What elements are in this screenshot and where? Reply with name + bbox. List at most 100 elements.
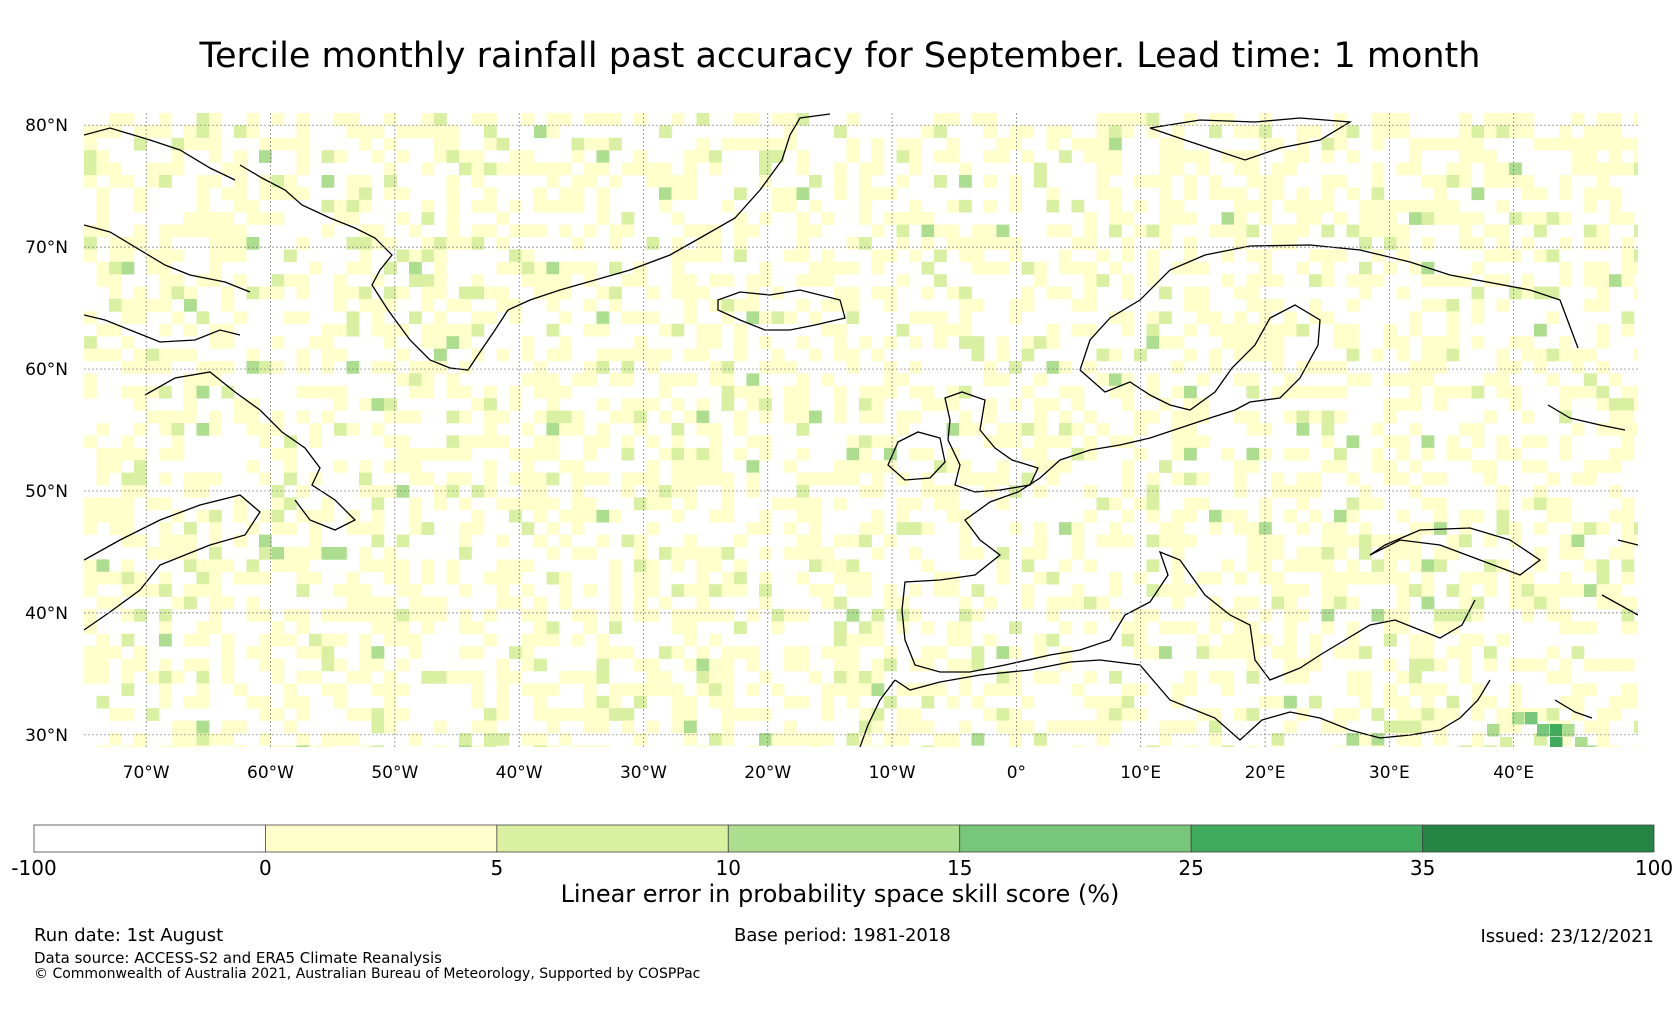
skill-cell: [1159, 336, 1172, 349]
skill-cell: [621, 485, 635, 498]
skill-cell: [209, 609, 222, 622]
skill-cell: [1496, 485, 1510, 498]
skill-cell: [1396, 509, 1410, 523]
skill-cell: [509, 596, 522, 610]
skill-cell: [1096, 596, 1110, 610]
skill-cell: [921, 447, 935, 461]
skill-cell: [134, 733, 147, 746]
skill-cell: [1459, 224, 1472, 238]
skill-cell: [1434, 472, 1447, 486]
skill-cell: [1559, 125, 1572, 139]
skill-cell: [1509, 175, 1522, 188]
skill-cell: [1546, 472, 1560, 486]
skill-cell: [909, 609, 922, 622]
skill-cell: [1109, 695, 1122, 709]
skill-cell: [721, 311, 735, 325]
skill-cell: [384, 621, 397, 635]
skill-cell: [1334, 646, 1347, 659]
skill-cell: [1034, 534, 1047, 548]
skill-cell: [859, 534, 872, 548]
skill-cell: [1246, 286, 1260, 300]
skill-cell: [1384, 571, 1397, 585]
skill-cell: [509, 571, 522, 585]
skill-cell: [671, 398, 685, 411]
skill-cell: [1046, 435, 1060, 449]
skill-cell: [246, 695, 260, 709]
skill-cell: [1496, 175, 1510, 188]
skill-cell: [296, 559, 310, 573]
skill-cell: [421, 125, 435, 139]
skill-cell: [709, 609, 722, 622]
skill-cell: [709, 658, 722, 672]
skill-cell: [84, 150, 97, 163]
skill-cell: [434, 485, 447, 498]
skill-cell: [284, 497, 297, 511]
skill-cell: [159, 633, 172, 647]
skill-cell: [384, 596, 397, 610]
skill-cell: [809, 559, 822, 573]
colorbar-tick-label: 15: [947, 856, 972, 880]
skill-cell: [671, 187, 685, 201]
skill-cell: [734, 137, 747, 151]
skill-cell: [159, 584, 172, 597]
skill-cell: [709, 633, 722, 647]
skill-cell: [1321, 609, 1335, 622]
skill-cell: [509, 299, 522, 312]
skill-cell: [1584, 460, 1597, 473]
skill-cell: [1334, 113, 1347, 126]
skill-cell: [371, 609, 385, 622]
skill-cell: [321, 410, 335, 424]
skill-cell: [321, 497, 335, 511]
skill-cell: [884, 385, 897, 399]
skill-cell: [446, 410, 460, 424]
skill-cell: [1596, 125, 1610, 139]
skill-cell: [759, 137, 772, 151]
skill-cell: [1546, 708, 1560, 721]
skill-cell: [909, 311, 922, 325]
skill-cell: [859, 212, 872, 225]
skill-cell: [1021, 596, 1035, 610]
latitude-label: 60°N: [25, 360, 68, 380]
skill-cell: [1034, 410, 1047, 424]
skill-cell: [371, 311, 385, 325]
skill-cell: [1096, 125, 1110, 139]
skill-cell: [1221, 447, 1235, 461]
skill-cell: [84, 559, 97, 573]
latitude-label: 80°N: [25, 116, 68, 136]
skill-cell: [846, 361, 860, 374]
skill-cell: [596, 435, 610, 449]
coastline-baffin: [84, 127, 251, 343]
skill-cell: [784, 187, 797, 201]
skill-cell: [359, 485, 372, 498]
skill-cell: [1209, 187, 1222, 201]
skill-cell: [1546, 137, 1560, 151]
skill-cell: [1246, 745, 1260, 747]
skill-cell: [1621, 447, 1635, 461]
skill-cell: [934, 485, 947, 498]
skill-cell: [1509, 658, 1522, 672]
skill-cell: [1259, 113, 1272, 126]
skill-cell: [784, 385, 797, 399]
skill-cell: [1371, 187, 1385, 201]
skill-cell: [1521, 658, 1535, 672]
skill-cell: [1534, 361, 1547, 374]
skill-cell: [1146, 472, 1160, 486]
skill-cell: [1009, 311, 1022, 325]
skill-cell: [559, 584, 572, 597]
skill-cell: [209, 137, 222, 151]
skill-cell: [1196, 633, 1210, 647]
skill-cell: [671, 373, 685, 387]
skill-cell: [346, 323, 360, 337]
skill-cell: [1271, 336, 1285, 349]
skill-cell: [296, 385, 310, 399]
skill-cell: [196, 621, 210, 635]
skill-cell: [846, 671, 860, 684]
skill-cell: [609, 621, 622, 635]
skill-cell: [246, 199, 260, 213]
skill-cell: [109, 237, 122, 250]
skill-cell: [1571, 137, 1585, 151]
skill-cell: [346, 522, 360, 535]
skill-cell: [446, 237, 460, 250]
skill-cell: [796, 224, 810, 238]
skill-cell: [1184, 683, 1197, 697]
